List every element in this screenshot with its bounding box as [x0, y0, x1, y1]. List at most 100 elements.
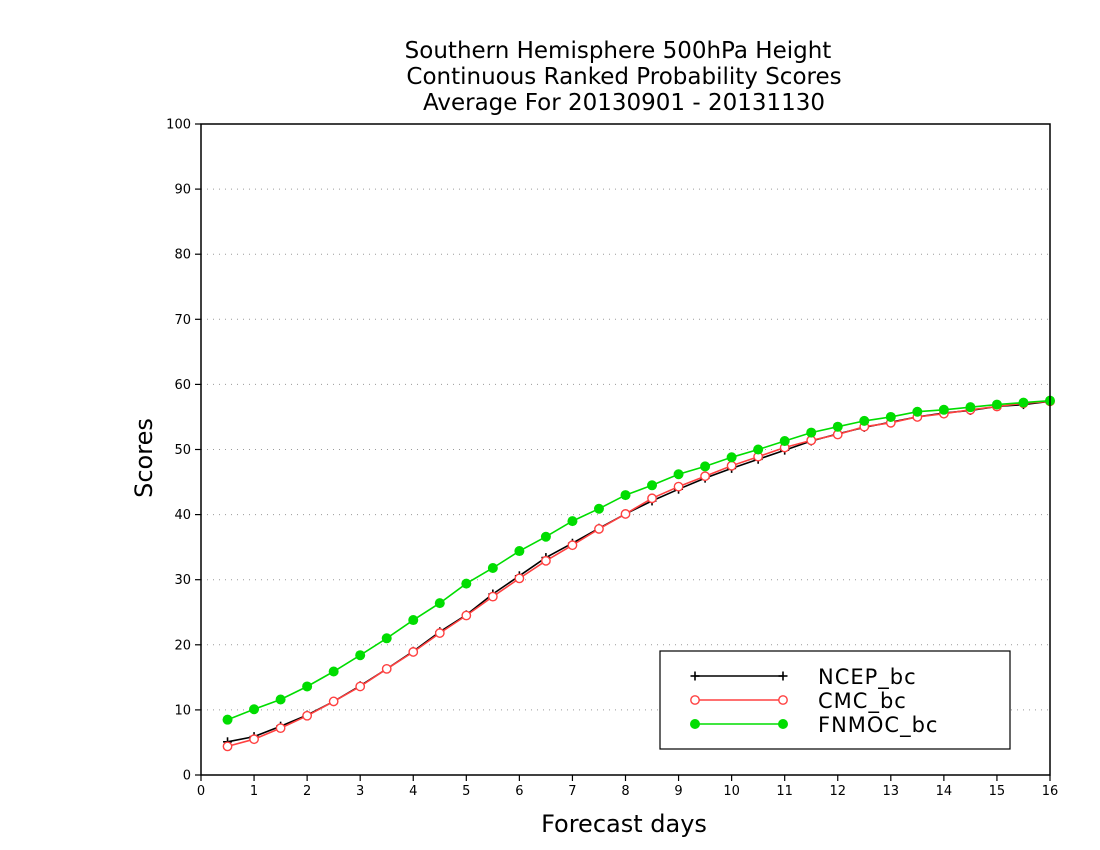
y-tick-label: 80 [174, 248, 191, 263]
y-tick-label: 50 [174, 443, 191, 458]
point-cmc-bc [700, 471, 710, 482]
x-tick-label: 3 [356, 784, 364, 799]
x-tick-label: 8 [621, 784, 629, 799]
title-line-1: Southern Hemisphere 500hPa Height [405, 38, 832, 64]
y-tick-label: 20 [174, 638, 191, 653]
point-fnmoc-bc [726, 452, 737, 463]
x-tick-label: 15 [989, 784, 1006, 799]
y-axis-label: Scores [130, 418, 158, 498]
x-tick-label: 12 [829, 784, 846, 799]
plot-series [222, 395, 1055, 752]
point-fnmoc-bc [859, 415, 870, 426]
legend-marker [690, 695, 700, 705]
point-fnmoc-bc [355, 650, 366, 661]
point-cmc-bc [328, 696, 339, 707]
point-fnmoc-bc [593, 503, 604, 514]
point-cmc-bc [381, 663, 392, 674]
point-fnmoc-bc [700, 461, 711, 472]
legend-marker [778, 695, 788, 705]
point-fnmoc-bc [991, 399, 1002, 410]
point-cmc-bc [594, 524, 604, 534]
x-tick-label: 11 [776, 784, 793, 799]
y-tick-label: 40 [174, 508, 191, 523]
x-tick-label: 16 [1042, 784, 1059, 799]
point-fnmoc-bc [487, 562, 498, 573]
point-cmc-bc [647, 493, 657, 504]
y-tick-label: 90 [174, 183, 191, 198]
y-tick-label: 30 [174, 573, 191, 588]
legend-marker [778, 719, 788, 729]
y-tick-label: 100 [166, 118, 191, 133]
point-cmc-bc [222, 741, 233, 752]
legend-marker [690, 719, 700, 729]
point-cmc-bc [673, 481, 684, 492]
point-fnmoc-bc [514, 546, 525, 557]
point-fnmoc-bc [620, 490, 631, 501]
point-fnmoc-bc [647, 480, 658, 491]
point-fnmoc-bc [779, 436, 790, 447]
x-tick-label: 6 [515, 784, 523, 799]
point-cmc-bc [408, 647, 419, 657]
point-cmc-bc [275, 723, 286, 734]
x-tick-label: 7 [568, 784, 576, 799]
legend-label-ncep-bc: NCEP_bc [818, 665, 917, 690]
legend-label-fnmoc-bc: FNMOC_bc [818, 713, 938, 738]
x-tick-label: 2 [303, 784, 311, 799]
point-fnmoc-bc [912, 406, 923, 417]
series-cmc-bc [222, 396, 1055, 752]
point-fnmoc-bc [965, 402, 976, 413]
point-cmc-bc [567, 540, 578, 551]
point-fnmoc-bc [806, 427, 817, 438]
point-cmc-bc [487, 591, 498, 602]
point-cmc-bc [434, 628, 445, 638]
point-cmc-bc [620, 509, 631, 519]
point-fnmoc-bc [1018, 397, 1029, 408]
title-line-3: Average For 20130901 - 20131130 [423, 90, 825, 116]
point-fnmoc-bc [408, 615, 419, 626]
point-cmc-bc [355, 681, 366, 692]
y-tick-label: 60 [174, 378, 191, 393]
point-fnmoc-bc [753, 444, 764, 455]
x-tick-label: 13 [883, 784, 900, 799]
point-fnmoc-bc [434, 598, 445, 609]
x-tick-label: 4 [409, 784, 417, 799]
chart-title: Southern Hemisphere 500hPa Height Contin… [405, 38, 842, 116]
point-fnmoc-bc [275, 694, 286, 705]
point-fnmoc-bc [302, 681, 313, 692]
x-axis-label: Forecast days [541, 810, 707, 838]
legend-marker [778, 671, 788, 681]
legend-label-cmc-bc: CMC_bc [818, 689, 907, 714]
point-cmc-bc [461, 610, 472, 621]
point-fnmoc-bc [567, 516, 578, 527]
legend-marker [690, 671, 700, 681]
x-tick-label: 0 [197, 784, 205, 799]
point-cmc-bc [726, 460, 737, 471]
legend-item-ncep-bc: NCEP_bc [690, 665, 917, 690]
x-tick-label: 14 [936, 784, 953, 799]
point-cmc-bc [249, 734, 259, 745]
point-cmc-bc [514, 573, 525, 584]
y-tick-label: 10 [174, 703, 191, 718]
point-fnmoc-bc [222, 714, 233, 725]
point-fnmoc-bc [673, 469, 684, 480]
point-cmc-bc [541, 555, 551, 566]
point-fnmoc-bc [832, 421, 843, 432]
legend-item-cmc-bc: CMC_bc [690, 689, 907, 714]
x-tick-label: 10 [723, 784, 740, 799]
point-fnmoc-bc [381, 633, 392, 644]
legend-box [659, 650, 1011, 750]
y-tick-label: 0 [183, 769, 191, 784]
point-fnmoc-bc [249, 704, 260, 715]
point-fnmoc-bc [328, 666, 339, 677]
point-fnmoc-bc [885, 411, 896, 422]
point-fnmoc-bc [938, 404, 949, 415]
legend-item-fnmoc-bc: FNMOC_bc [690, 713, 938, 738]
gridlines [201, 188, 1050, 711]
x-tick-label: 9 [674, 784, 682, 799]
x-tick-label: 1 [250, 784, 258, 799]
point-fnmoc-bc [461, 578, 472, 589]
title-line-2: Continuous Ranked Probability Scores [406, 64, 841, 90]
